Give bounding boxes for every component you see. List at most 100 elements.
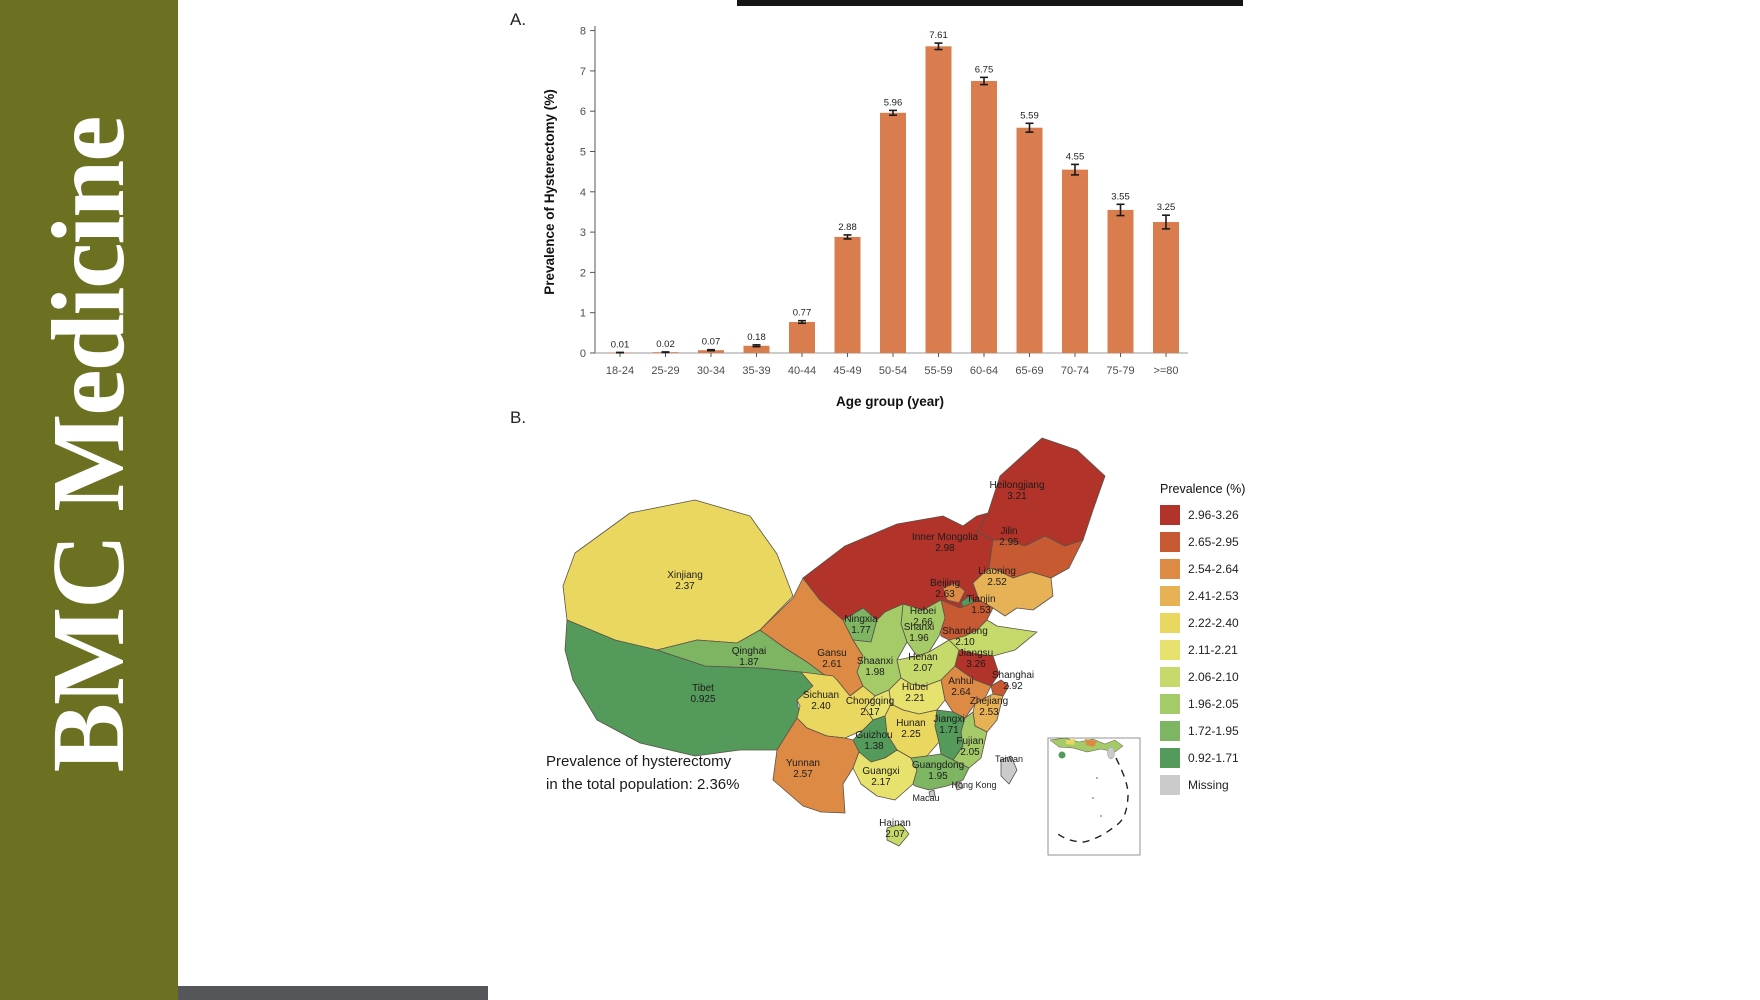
panel-a-label: A. xyxy=(510,10,527,29)
province-name-hb: Hubei xyxy=(902,682,928,693)
province-name-sh: Shanghai xyxy=(992,670,1034,681)
journal-banner: BMC Medicine xyxy=(0,0,178,1000)
legend-item: 2.41-2.53 xyxy=(1160,586,1290,606)
legend-swatch xyxy=(1160,775,1180,795)
legend-swatch xyxy=(1160,559,1180,579)
province-value-xj: 2.37 xyxy=(675,581,695,592)
map-caption: Prevalence of hysterectomy in the total … xyxy=(546,750,739,797)
province-name-zj: Zhejiang xyxy=(970,696,1008,707)
y-tick-label: 8 xyxy=(580,26,586,38)
x-tick-label: 30-34 xyxy=(697,365,725,377)
bar-value-label: 3.55 xyxy=(1111,191,1130,202)
chart-bars: 0.01 0.02 0.07 0.18 0.77 2.88 5.96 7.61 6.75 5.59… xyxy=(607,30,1179,354)
bar-value-label: 3.25 xyxy=(1157,202,1176,213)
x-tick-label: >=80 xyxy=(1153,365,1178,377)
bar-value-label: 0.77 xyxy=(793,308,812,319)
map-caption-line1: Prevalence of hysterectomy xyxy=(546,753,732,770)
bar-35-39 xyxy=(743,345,770,353)
inset-coast-yellow-region xyxy=(1066,739,1075,745)
province-shapes xyxy=(562,437,1106,847)
legend-item: 2.65-2.95 xyxy=(1160,532,1290,552)
bar-45-49 xyxy=(834,236,861,353)
bar-30-34 xyxy=(698,350,724,353)
bar-value-label: 4.55 xyxy=(1066,151,1085,162)
x-tick-label: 45-49 xyxy=(833,365,861,377)
legend-item: 2.11-2.21 xyxy=(1160,640,1290,660)
y-tick-label: 6 xyxy=(580,106,586,118)
province-ln xyxy=(972,567,1054,617)
provinces-layer: Xinjiang2.37Tibet0.925Qinghai1.87Gansu2.… xyxy=(562,437,1106,847)
map-legend: Prevalence (%) 2.96-3.26 2.65-2.95 2.54-2.… xyxy=(1160,482,1290,802)
province-value-sh: 2.92 xyxy=(1003,681,1023,692)
province-value-gz: 1.38 xyxy=(864,741,884,752)
legend-rows: 2.96-3.26 2.65-2.95 2.54-2.64 2.41-2.53 2.22… xyxy=(1160,505,1290,795)
top-crop-strip xyxy=(737,0,1243,6)
province-value-xz: 0.925 xyxy=(690,694,715,705)
x-tick-label: 35-39 xyxy=(742,365,770,377)
x-tick-label: 25-29 xyxy=(651,365,679,377)
province-value-im: 2.98 xyxy=(935,543,955,554)
province-value-sd: 2.10 xyxy=(955,637,975,648)
province-name-han: Hainan xyxy=(879,818,911,829)
province-name-sd: Shandong xyxy=(942,626,988,637)
legend-swatch xyxy=(1160,694,1180,714)
province-name-gs: Gansu xyxy=(817,648,846,659)
x-tick-label: 40-44 xyxy=(788,365,816,377)
province-value-hun: 2.25 xyxy=(901,729,921,740)
bar-value-label: 0.07 xyxy=(702,337,721,348)
legend-range-label: 2.41-2.53 xyxy=(1188,589,1239,603)
legend-swatch xyxy=(1160,532,1180,552)
province-name-mo: Macau xyxy=(912,793,939,803)
province-sh xyxy=(990,679,1010,697)
legend-range-label: 2.11-2.21 xyxy=(1188,643,1238,657)
bar-70-74 xyxy=(1062,169,1088,353)
inset-coast-orange-region xyxy=(1085,739,1097,747)
province-labels: Xinjiang2.37Tibet0.925Qinghai1.87Gansu2.… xyxy=(667,480,1044,840)
legend-item: 2.54-2.64 xyxy=(1160,559,1290,579)
bar-value-label: 0.01 xyxy=(611,339,630,350)
y-tick-label: 4 xyxy=(580,187,586,199)
legend-item: 0.92-1.71 xyxy=(1160,748,1290,768)
legend-swatch xyxy=(1160,613,1180,633)
legend-title: Prevalence (%) xyxy=(1160,482,1246,496)
bar-value-label: 7.61 xyxy=(929,30,948,41)
y-tick-label: 2 xyxy=(580,267,586,279)
province-name-hen: Henan xyxy=(908,652,937,663)
inset-islet xyxy=(1100,815,1102,817)
province-name-fj: Fujian xyxy=(956,736,983,747)
bar->=80 xyxy=(1153,222,1179,353)
legend-item: 2.96-3.26 xyxy=(1160,505,1290,525)
legend-item: Missing xyxy=(1160,775,1290,795)
province-name-cq: Chongqing xyxy=(846,696,894,707)
province-gd xyxy=(910,753,970,791)
panel-b-label: B. xyxy=(510,408,527,427)
bar-value-label: 6.75 xyxy=(975,64,994,75)
bar-55-59 xyxy=(925,46,952,353)
province-name-ln: Liaoning xyxy=(978,566,1016,577)
inset-islet xyxy=(1096,777,1098,779)
province-hk xyxy=(954,781,964,791)
province-value-fj: 2.05 xyxy=(960,747,980,758)
province-name-hk: Hong Kong xyxy=(951,780,996,790)
province-value-nx: 1.77 xyxy=(851,625,871,636)
province-value-han: 2.07 xyxy=(885,829,905,840)
province-value-cq: 2.17 xyxy=(860,707,880,718)
province-value-sn: 1.98 xyxy=(865,667,885,678)
bar-chart: Prevalence of Hysterectomy (%) Age group… xyxy=(542,26,1188,409)
legend-range-label: 2.65-2.95 xyxy=(1188,535,1239,549)
x-tick-label: 75-79 xyxy=(1106,365,1134,377)
province-name-yn: Yunnan xyxy=(786,758,820,769)
province-mo xyxy=(928,789,936,798)
province-value-yn: 2.57 xyxy=(793,769,813,780)
province-name-im: Inner Mongolia xyxy=(912,532,979,543)
province-name-hun: Hunan xyxy=(896,718,925,729)
province-name-nx: Ningxia xyxy=(844,614,878,625)
inset-islet xyxy=(1092,797,1094,799)
province-name-qh: Qinghai xyxy=(732,646,766,657)
legend-range-label: 1.72-1.95 xyxy=(1188,724,1239,738)
province-value-zj: 2.53 xyxy=(979,707,999,718)
chart-axes: 0 1 2 3 4 5 6 7 8 18-24 25-29 30-34 35-39 40-44 45-49 5… xyxy=(580,26,1188,377)
province-name-ah: Anhui xyxy=(948,676,974,687)
province-value-gd: 1.95 xyxy=(928,771,948,782)
province-value-sx: 1.96 xyxy=(909,633,929,644)
